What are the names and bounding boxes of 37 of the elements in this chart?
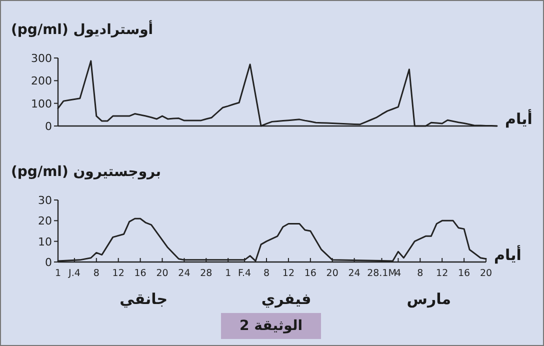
x-tick-label: 16 <box>458 268 470 279</box>
x-tick-label: 24 <box>178 268 190 279</box>
text: مارس <box>406 290 452 308</box>
x-tick-label: 1 <box>225 268 232 279</box>
text: جانقي <box>118 290 169 308</box>
y-tick-label: 200 <box>31 74 52 88</box>
y-tick-label: 10 <box>38 235 52 248</box>
x-tick-label: 8 <box>93 268 100 279</box>
text: الوثيقة 2 <box>221 313 321 339</box>
x-tick-label: 20 <box>156 268 168 279</box>
x-tick-label: 1 <box>54 268 62 279</box>
x-tick-label: 20 <box>480 268 492 279</box>
y-tick-label: 30 <box>38 194 52 207</box>
y-tick-label: 20 <box>38 214 52 228</box>
x-tick-label: J.4 <box>68 268 80 279</box>
y-tick-label: 100 <box>31 97 52 110</box>
x-tick-label: 28 <box>200 268 212 279</box>
x-tick-label: 16 <box>134 268 146 279</box>
x-tick-label: 8 <box>417 268 424 279</box>
x-axis-title: أيام <box>505 110 532 128</box>
y-tick-label: 0 <box>45 120 52 133</box>
y-axis-title: بروجستيرون (pg/ml) <box>11 164 162 180</box>
text: فيفري <box>260 290 312 308</box>
x-tick-label: 16 <box>304 268 316 279</box>
x-tick-label: 12 <box>282 268 295 279</box>
x-tick-label: 4 <box>395 268 402 279</box>
y-axis-title: أوستراديول (pg/ml) <box>11 22 154 38</box>
x-axis-title: أيام <box>494 246 522 264</box>
x-tick-label: 8 <box>263 268 270 279</box>
y-tick-label: 0 <box>45 256 52 269</box>
x-tick-label: 20 <box>326 268 338 279</box>
x-tick-label: 12 <box>436 268 448 279</box>
x-tick-label: 24 <box>348 268 360 279</box>
x-tick-label: F.4 <box>238 268 252 279</box>
y-tick-label: 300 <box>31 52 52 65</box>
x-tick-label: 28.1M <box>367 268 396 279</box>
x-tick-label: 12 <box>112 268 124 279</box>
